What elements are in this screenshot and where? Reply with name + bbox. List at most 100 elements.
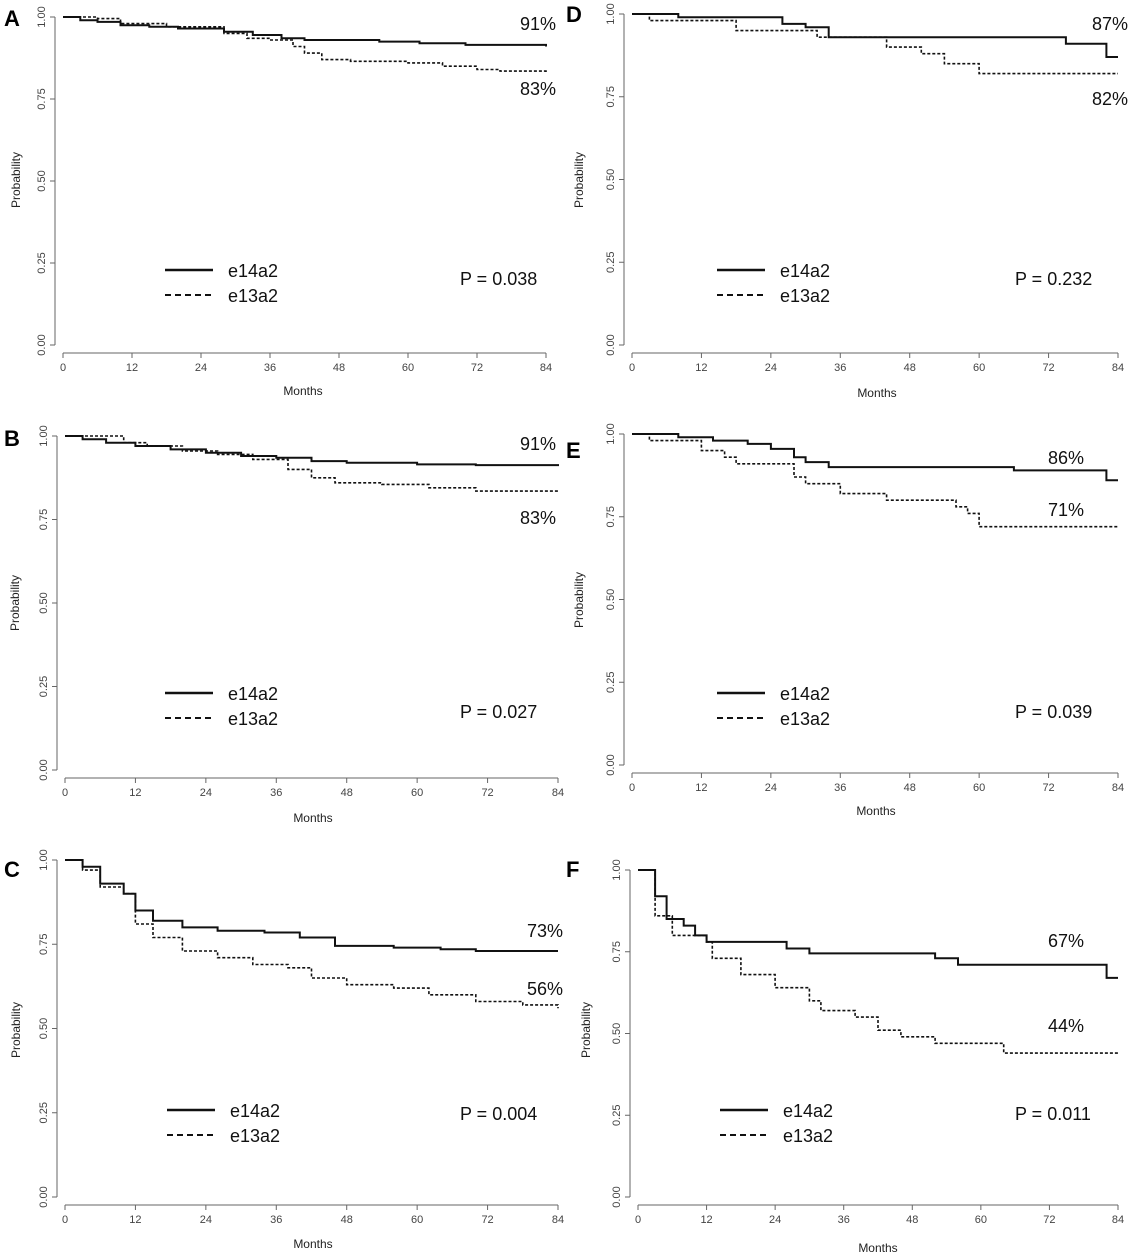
p-value-label: P = 0.011 [1015,1104,1091,1124]
survival-percent-label: 91% [520,14,556,34]
panel-c: C 0 12 24 36 48 60 72 84 Months 0.00 0.25 0.50 0.75 1.… [4,849,564,1251]
series-line-e14a2 [63,16,547,47]
x-tick-label: 24 [195,362,207,374]
y-axis-title: Probability [9,1002,23,1058]
legend-label: e14a2 [230,1101,280,1121]
x-tick-label: 48 [904,362,916,374]
x-tick-label: 84 [552,787,564,799]
x-tick-label: 84 [1112,362,1124,374]
x-tick-label: 12 [129,787,141,799]
y-tick-label: 0.75 [611,941,623,962]
panel-d: D 0 12 24 36 48 60 72 84 Months 0.00 0.25 0.50 0.75 1.… [566,2,1128,400]
x-tick-label: 60 [975,1214,987,1226]
x-tick-label: 12 [695,782,707,794]
x-tick-label: 36 [834,782,846,794]
survival-percent-label: 87% [1092,14,1128,34]
panel-letter: C [4,857,20,882]
x-axis-title: Months [856,804,895,818]
series-line-e14a2 [65,859,558,952]
p-value-label: P = 0.027 [460,702,537,722]
series-line-e13a2 [632,13,1118,75]
y-tick-label: 0.75 [36,88,48,109]
panel-e: E 0 12 24 36 48 60 72 84 Months 0.00 0.25 0.50 0.75 1.… [566,423,1124,818]
x-tick-label: 0 [62,1214,68,1226]
panel-f: F 0 12 24 36 48 60 72 84 Months 0.00 0.25 0.50 0.75 1.… [566,857,1124,1254]
y-tick-label: 0.00 [605,334,617,355]
y-axis-title: Probability [8,575,22,631]
y-tick-label: 0.75 [38,509,50,530]
series-line-e13a2 [63,16,547,73]
panel-letter: A [4,6,20,31]
series-line-e13a2 [65,859,559,1009]
y-tick-label: 0.00 [36,334,48,355]
survival-percent-label: 91% [520,434,556,454]
x-tick-label: 36 [838,1214,850,1226]
panel-letter: F [566,857,579,882]
y-tick-label: 0.50 [36,170,48,191]
y-tick-label: 0.25 [605,672,617,693]
legend-label: e13a2 [228,709,278,729]
x-axis-title: Months [283,384,322,398]
x-tick-label: 24 [765,782,777,794]
x-tick-label: 36 [270,787,282,799]
survival-percent-label: 44% [1048,1016,1084,1036]
x-tick-label: 36 [270,1214,282,1226]
y-tick-label: 0.75 [605,506,617,527]
y-tick-label: 0.75 [38,934,50,955]
x-tick-label: 12 [129,1214,141,1226]
y-tick-label: 0.25 [38,1102,50,1123]
y-axis-title: Probability [579,1002,593,1058]
y-tick-label: 0.50 [605,589,617,610]
series-line-e13a2 [638,869,1118,1054]
x-axis-title: Months [293,811,332,825]
p-value-label: P = 0.038 [460,269,537,289]
y-axis-title: Probability [572,572,586,628]
panel-a: A 0 12 24 36 48 60 72 84 Months 0.00 0.25 0.50 0.75 1.… [4,6,556,398]
y-tick-label: 1.00 [38,849,50,870]
y-tick-label: 1.00 [38,425,50,446]
x-tick-label: 0 [629,782,635,794]
x-tick-label: 36 [834,362,846,374]
p-value-label: P = 0.232 [1015,269,1092,289]
legend-label: e14a2 [228,261,278,281]
legend-label: e13a2 [783,1126,833,1146]
y-tick-label: 0.00 [38,759,50,780]
panel-letter: B [4,426,20,451]
survival-percent-label: 82% [1092,89,1128,109]
x-tick-label: 12 [695,362,707,374]
y-tick-label: 0.50 [38,592,50,613]
series-line-e14a2 [632,13,1118,58]
y-tick-label: 1.00 [611,859,623,880]
y-tick-label: 1.00 [36,6,48,27]
x-tick-label: 72 [481,1214,493,1226]
x-tick-label: 24 [200,787,212,799]
x-tick-label: 48 [904,782,916,794]
panel-b: B 0 12 24 36 48 60 72 84 Months 0.00 0.25 0.50 0.75 1.… [4,425,564,825]
y-tick-label: 0.75 [605,86,617,107]
y-tick-label: 1.00 [605,3,617,24]
y-tick-label: 0.00 [38,1186,50,1207]
x-tick-label: 0 [62,787,68,799]
y-tick-label: 0.50 [38,1018,50,1039]
survival-percent-label: 83% [520,508,556,528]
p-value-label: P = 0.039 [1015,702,1092,722]
survival-percent-label: 83% [520,79,556,99]
panel-letter: E [566,438,581,463]
p-value-label: P = 0.004 [460,1104,537,1124]
x-tick-label: 36 [264,362,276,374]
y-tick-label: 0.00 [611,1186,623,1207]
x-tick-label: 72 [481,787,493,799]
y-axis-title: Probability [9,152,23,208]
series-line-e14a2 [65,435,559,467]
x-axis-title: Months [858,1241,897,1254]
x-tick-label: 48 [341,1214,353,1226]
survival-percent-label: 86% [1048,448,1084,468]
y-tick-label: 0.50 [605,169,617,190]
x-tick-label: 24 [769,1214,781,1226]
y-tick-label: 0.25 [605,252,617,273]
legend-label: e13a2 [228,286,278,306]
y-tick-label: 0.50 [611,1023,623,1044]
x-tick-label: 84 [1112,782,1124,794]
x-tick-label: 24 [765,362,777,374]
